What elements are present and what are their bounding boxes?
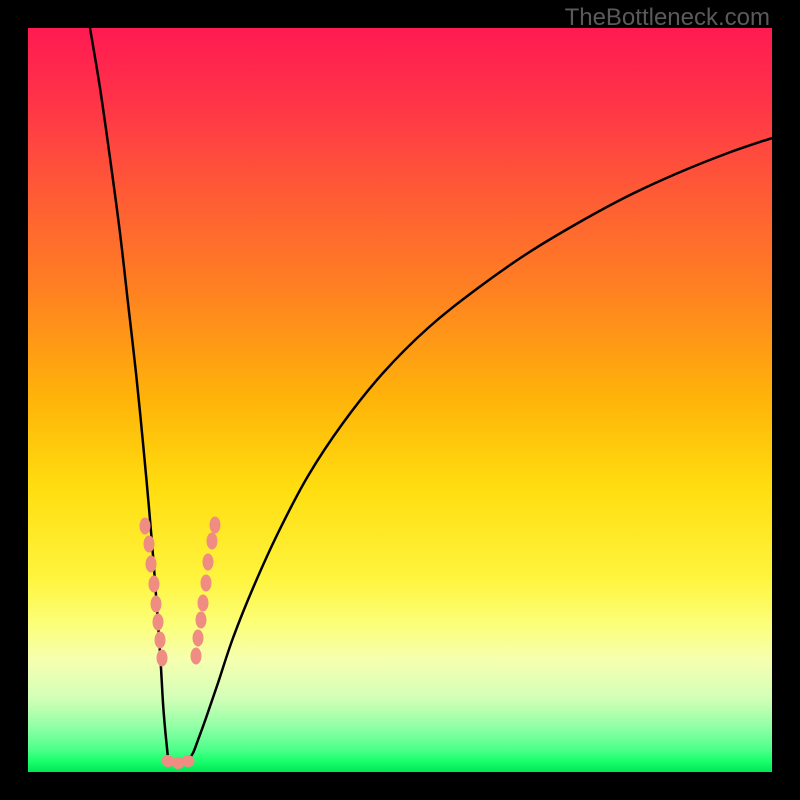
marker xyxy=(201,575,212,592)
marker xyxy=(144,536,155,553)
marker xyxy=(210,517,221,534)
figure-root: TheBottleneck.com xyxy=(0,0,800,800)
markers-left-branch xyxy=(140,518,168,667)
marker xyxy=(196,612,207,629)
marker xyxy=(140,518,151,535)
marker xyxy=(153,614,164,631)
marker xyxy=(193,630,204,647)
left-curve xyxy=(90,28,168,759)
marker xyxy=(146,556,157,573)
markers-right-branch xyxy=(191,517,221,665)
marker xyxy=(198,595,209,612)
markers-valley-bottom xyxy=(162,755,195,769)
marker xyxy=(149,576,160,593)
plot-area xyxy=(28,28,772,772)
curve-layer xyxy=(28,28,772,772)
marker xyxy=(155,632,166,649)
marker xyxy=(157,650,168,667)
right-curve xyxy=(188,138,772,761)
marker xyxy=(182,755,195,767)
marker xyxy=(191,648,202,665)
marker xyxy=(203,554,214,571)
marker xyxy=(151,596,162,613)
marker xyxy=(207,533,218,550)
watermark-text: TheBottleneck.com xyxy=(565,4,770,32)
